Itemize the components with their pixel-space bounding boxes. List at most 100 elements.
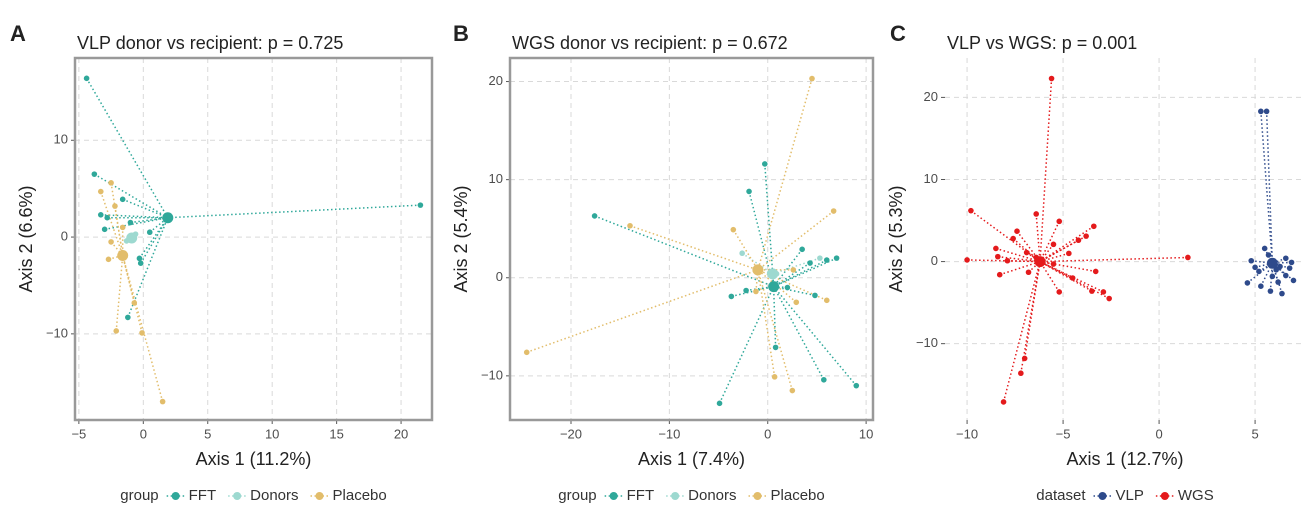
point bbox=[1014, 228, 1020, 235]
point bbox=[1256, 268, 1262, 275]
point bbox=[993, 245, 999, 252]
point bbox=[1258, 283, 1264, 289]
point bbox=[821, 376, 827, 383]
point bbox=[1263, 108, 1270, 115]
spider-line bbox=[997, 255, 1041, 263]
spider-line bbox=[1265, 111, 1274, 264]
point bbox=[127, 219, 134, 226]
point bbox=[1000, 399, 1007, 405]
point bbox=[996, 271, 1003, 278]
legend-key bbox=[233, 492, 242, 500]
point bbox=[1286, 265, 1293, 271]
point bbox=[1185, 254, 1191, 261]
spider-line bbox=[104, 216, 168, 231]
point bbox=[761, 161, 768, 167]
point bbox=[823, 257, 830, 263]
point bbox=[772, 344, 779, 351]
spider-line bbox=[110, 241, 124, 256]
legend-key bbox=[753, 492, 762, 500]
x-tick-label: 10 bbox=[265, 426, 279, 441]
point bbox=[627, 222, 633, 229]
point bbox=[799, 246, 805, 253]
point bbox=[739, 250, 745, 257]
spider-line bbox=[1246, 262, 1273, 284]
y-tick-label: 20 bbox=[924, 89, 938, 104]
spider-line bbox=[526, 269, 759, 354]
x-tick-label: 0 bbox=[1155, 426, 1162, 441]
legend-label: FFT bbox=[189, 487, 217, 504]
spider-line bbox=[100, 214, 168, 219]
spider-line bbox=[1039, 260, 1110, 300]
point bbox=[1265, 252, 1272, 258]
point bbox=[104, 214, 111, 221]
point bbox=[1279, 290, 1285, 297]
legend: group FFT Donors Placebo bbox=[120, 487, 386, 504]
point bbox=[136, 255, 143, 262]
point bbox=[1056, 218, 1063, 225]
point bbox=[1092, 268, 1099, 275]
spider-line bbox=[757, 78, 813, 271]
spider-line bbox=[115, 255, 124, 332]
centroid bbox=[1266, 257, 1278, 269]
point bbox=[112, 203, 118, 209]
point bbox=[1066, 250, 1072, 257]
legend-key bbox=[171, 492, 180, 500]
spider-line bbox=[999, 260, 1041, 276]
spider-line bbox=[93, 173, 169, 219]
point bbox=[1283, 255, 1289, 262]
point bbox=[753, 288, 759, 295]
point bbox=[131, 300, 138, 306]
point bbox=[1083, 233, 1089, 239]
legend-key bbox=[315, 492, 324, 500]
point bbox=[716, 400, 723, 407]
spider-line bbox=[772, 286, 825, 381]
spider-line bbox=[764, 163, 775, 287]
spider-line bbox=[773, 248, 803, 288]
legend-label: Placebo bbox=[333, 487, 387, 504]
x-tick-label: 0 bbox=[764, 426, 771, 441]
y-tick-label: 0 bbox=[61, 229, 68, 244]
y-tick-label: 0 bbox=[931, 253, 938, 268]
spider-line bbox=[1039, 78, 1053, 262]
point bbox=[1010, 235, 1016, 242]
point bbox=[1283, 272, 1289, 279]
spider-line bbox=[85, 77, 169, 219]
point bbox=[83, 75, 90, 82]
x-tick-label: 5 bbox=[204, 426, 211, 441]
point bbox=[964, 257, 970, 263]
spider-line bbox=[121, 255, 164, 402]
x-axis-label: Axis 1 (12.7%) bbox=[1066, 449, 1183, 469]
y-axis-label: Axis 2 (6.6%) bbox=[16, 185, 36, 292]
point bbox=[853, 382, 860, 389]
legend-label: WGS bbox=[1178, 487, 1214, 504]
point bbox=[746, 188, 752, 195]
y-tick-label: 10 bbox=[489, 171, 503, 186]
spider-line bbox=[1271, 262, 1283, 294]
spider-line bbox=[1040, 256, 1188, 263]
point bbox=[591, 213, 598, 219]
point bbox=[790, 267, 797, 273]
point bbox=[1050, 261, 1057, 267]
spider-line bbox=[1254, 262, 1273, 269]
point bbox=[1056, 289, 1063, 295]
point bbox=[417, 202, 424, 208]
spider-line bbox=[772, 286, 777, 348]
point bbox=[1089, 288, 1095, 294]
point bbox=[159, 398, 166, 405]
point bbox=[1267, 288, 1274, 294]
panel-tag: A bbox=[10, 21, 26, 46]
point bbox=[119, 224, 126, 231]
chart-title: WGS donor vs recipient: p = 0.672 bbox=[512, 33, 788, 53]
chart-title: VLP donor vs recipient: p = 0.725 bbox=[77, 33, 343, 53]
x-tick-label: 10 bbox=[859, 426, 873, 441]
spider-line bbox=[745, 285, 774, 292]
spider-line bbox=[1039, 221, 1060, 262]
centroid bbox=[767, 268, 779, 280]
centroid bbox=[162, 212, 174, 224]
spider-line bbox=[1269, 263, 1274, 292]
legend-title: group bbox=[558, 487, 596, 504]
point bbox=[1091, 223, 1097, 230]
spider-line bbox=[773, 262, 811, 288]
point bbox=[108, 180, 114, 186]
panel-tag: B bbox=[453, 21, 469, 46]
